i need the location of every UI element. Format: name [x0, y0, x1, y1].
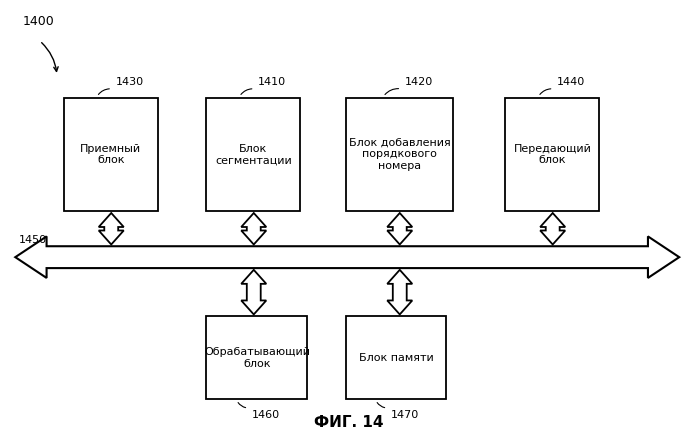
Polygon shape [242, 213, 266, 245]
Polygon shape [387, 213, 413, 245]
Text: ФИГ. 14: ФИГ. 14 [314, 415, 384, 430]
Text: 1470: 1470 [391, 410, 419, 420]
Polygon shape [98, 213, 124, 245]
FancyBboxPatch shape [207, 98, 300, 211]
Text: 1460: 1460 [252, 410, 280, 420]
Text: Блок памяти: Блок памяти [359, 353, 433, 363]
FancyBboxPatch shape [346, 98, 453, 211]
Text: 1410: 1410 [258, 77, 286, 87]
Polygon shape [387, 270, 413, 315]
Text: Передающий
блок: Передающий блок [514, 143, 591, 165]
Polygon shape [15, 236, 679, 278]
Text: Приемный
блок: Приемный блок [80, 143, 142, 165]
Polygon shape [540, 213, 565, 245]
Text: Обрабатывающий
блок: Обрабатывающий блок [204, 347, 310, 369]
Text: 1440: 1440 [557, 77, 586, 87]
Text: 1450: 1450 [18, 235, 47, 245]
Text: 1400: 1400 [22, 15, 54, 28]
FancyBboxPatch shape [207, 316, 307, 399]
FancyBboxPatch shape [505, 98, 600, 211]
Text: 1420: 1420 [405, 77, 433, 87]
FancyBboxPatch shape [346, 316, 446, 399]
Text: 1430: 1430 [116, 77, 144, 87]
Text: Блок
сегментации: Блок сегментации [215, 143, 292, 165]
Text: Блок добавления
порядкового
номера: Блок добавления порядкового номера [348, 138, 450, 171]
FancyBboxPatch shape [64, 98, 158, 211]
Polygon shape [242, 270, 266, 315]
